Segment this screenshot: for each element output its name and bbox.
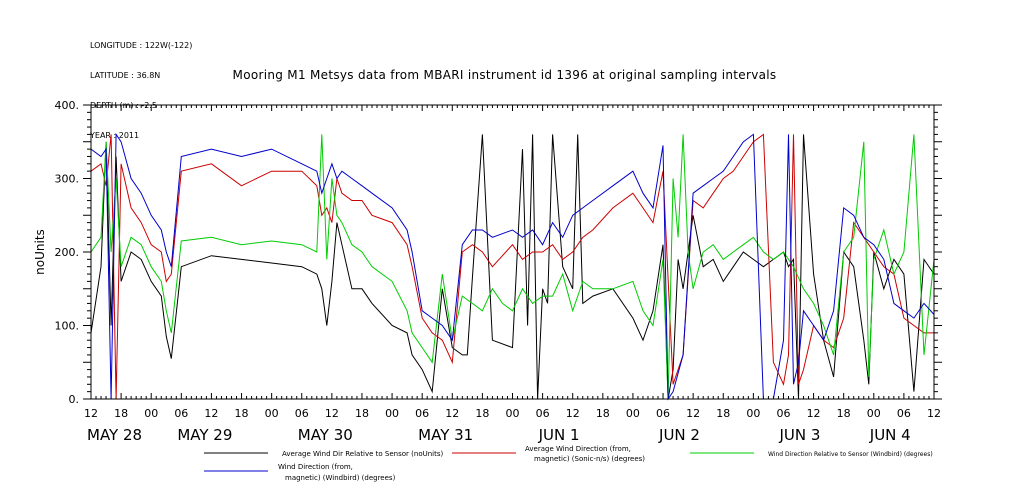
x-tick-label: 12 xyxy=(566,407,580,420)
x-tick-label: 00 xyxy=(867,407,881,420)
x-tick-label: 06 xyxy=(536,407,550,420)
x-tick-label: 18 xyxy=(114,407,128,420)
series-line-3 xyxy=(90,132,935,401)
chart-title: Mooring M1 Metsys data from MBARI instru… xyxy=(232,68,777,82)
x-tick-label: 12 xyxy=(325,407,339,420)
x-tick-label: 12 xyxy=(807,407,821,420)
x-tick-label: 00 xyxy=(506,407,520,420)
date-label: MAY 28 xyxy=(87,426,142,444)
year-text: YEAR : 2011 xyxy=(90,131,140,140)
x-tick-label: 00 xyxy=(385,407,399,420)
legend-label-green: Wind Direction Relative to Sensor (Windb… xyxy=(768,451,933,458)
legend-label-black: Average Wind Dir Relative to Sensor (noU… xyxy=(282,450,443,458)
x-tick-label: 00 xyxy=(746,407,760,420)
x-tick-label: 18 xyxy=(355,407,369,420)
x-tick-label: 06 xyxy=(897,407,911,420)
date-label: JUN 2 xyxy=(658,426,700,444)
x-tick-label: 18 xyxy=(235,407,249,420)
x-tick-label: 00 xyxy=(144,407,158,420)
x-tick-label: 12 xyxy=(84,407,98,420)
x-tick-label: 12 xyxy=(445,407,459,420)
legend-label-blue-1: Wind Direction (from, xyxy=(278,463,353,471)
x-tick-label: 06 xyxy=(174,407,188,420)
y-tick-label: 300. xyxy=(55,173,80,186)
x-tick-label: 06 xyxy=(295,407,309,420)
legend-label-red-2: magnetic) (Sonic-n/s) (degrees) xyxy=(534,455,645,463)
latitude-text: LATITUDE : 36.8N xyxy=(90,71,161,80)
x-tick-label: 18 xyxy=(596,407,610,420)
x-tick-label: 00 xyxy=(626,407,640,420)
date-label: JUN 1 xyxy=(538,426,580,444)
date-label: MAY 29 xyxy=(177,426,232,444)
series-line-2 xyxy=(90,134,935,400)
x-tick-label: 18 xyxy=(716,407,730,420)
x-tick-label: 12 xyxy=(927,407,941,420)
x-tick-label: 06 xyxy=(776,407,790,420)
y-axis-label: noUnits xyxy=(33,229,47,275)
y-tick-label: 0. xyxy=(69,393,80,406)
series-line-1 xyxy=(90,133,934,400)
y-tick-label: 100. xyxy=(55,320,80,333)
y-tick-label: 200. xyxy=(55,246,80,259)
x-tick-label: 00 xyxy=(265,407,279,420)
x-tick-label: 18 xyxy=(475,407,489,420)
legend-label-blue-2: magnetic) (Windbird) (degrees) xyxy=(285,474,396,482)
x-tick-label: 12 xyxy=(686,407,700,420)
x-tick-label: 06 xyxy=(656,407,670,420)
x-tick-label: 12 xyxy=(204,407,218,420)
series-lines xyxy=(90,132,935,401)
x-tick-label: 06 xyxy=(415,407,429,420)
legend: Average Wind Dir Relative to Sensor (noU… xyxy=(204,445,933,482)
x-tick-label: 18 xyxy=(837,407,851,420)
plot-frame xyxy=(90,104,935,400)
date-label: MAY 31 xyxy=(418,426,473,444)
date-label: JUN 4 xyxy=(869,426,911,444)
legend-label-red-1: Average Wind Direction (from, xyxy=(525,445,631,453)
date-label: JUN 3 xyxy=(778,426,820,444)
y-tick-label: 400. xyxy=(55,99,80,112)
axis-labels: 0. 100. 200. 300. 400. 12 18 00 06 12 18 00 06 12 18 00… xyxy=(55,99,942,444)
series-line-0 xyxy=(90,134,935,400)
date-label: MAY 30 xyxy=(298,426,353,444)
longitude-text: LONGITUDE : 122W(-122) xyxy=(90,41,193,50)
